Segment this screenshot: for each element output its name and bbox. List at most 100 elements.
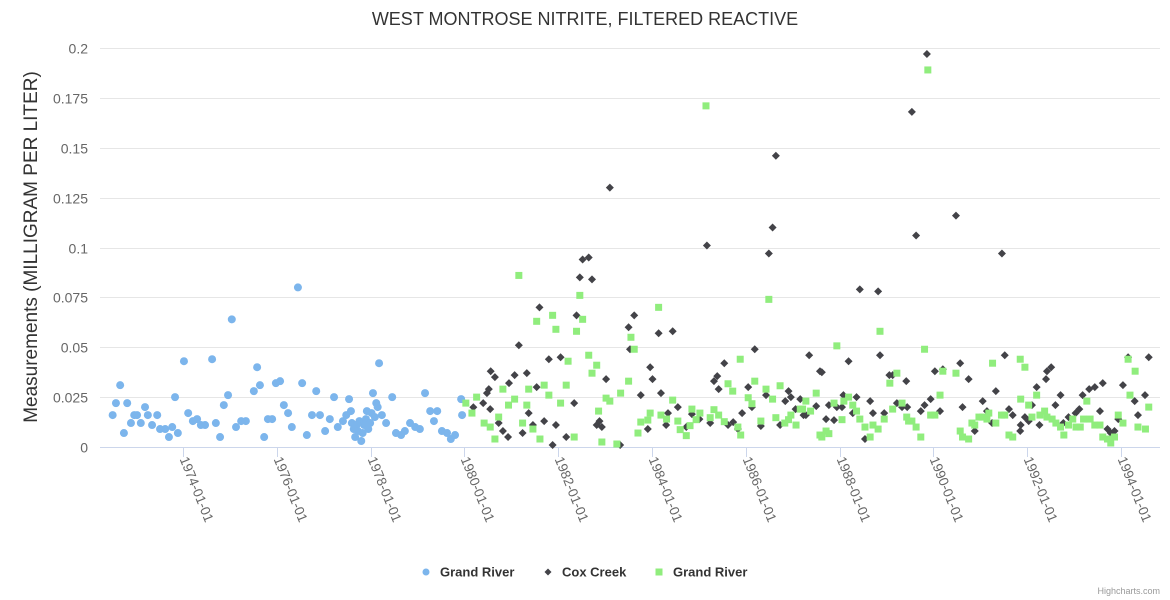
data-point[interactable]	[486, 367, 495, 376]
data-point[interactable]	[930, 367, 939, 376]
data-point[interactable]	[744, 394, 752, 402]
data-point[interactable]	[844, 357, 853, 366]
data-point[interactable]	[598, 438, 606, 446]
data-point[interactable]	[927, 411, 935, 419]
data-point[interactable]	[253, 363, 262, 372]
data-point[interactable]	[709, 377, 718, 386]
data-point[interactable]	[781, 419, 789, 427]
data-point[interactable]	[232, 423, 241, 432]
data-point[interactable]	[573, 327, 581, 335]
data-point[interactable]	[219, 401, 228, 410]
data-point[interactable]	[646, 363, 655, 372]
data-point[interactable]	[830, 416, 839, 425]
data-point[interactable]	[861, 423, 869, 431]
data-point[interactable]	[119, 429, 128, 438]
data-point[interactable]	[351, 433, 360, 442]
data-point[interactable]	[227, 315, 236, 324]
data-point[interactable]	[480, 419, 488, 427]
data-point[interactable]	[549, 311, 557, 319]
data-point[interactable]	[921, 345, 929, 353]
data-point[interactable]	[1114, 411, 1122, 419]
data-point[interactable]	[201, 421, 210, 430]
data-point[interactable]	[762, 391, 771, 400]
data-point[interactable]	[1145, 403, 1153, 411]
data-point[interactable]	[630, 311, 639, 320]
data-point[interactable]	[624, 323, 633, 332]
data-point[interactable]	[1096, 421, 1104, 429]
data-point[interactable]	[866, 433, 874, 441]
data-point[interactable]	[985, 409, 993, 417]
data-point[interactable]	[936, 391, 944, 399]
data-point[interactable]	[260, 433, 269, 442]
data-point[interactable]	[576, 291, 584, 299]
data-point[interactable]	[451, 431, 460, 440]
data-point[interactable]	[535, 303, 544, 312]
data-point[interactable]	[1001, 411, 1009, 419]
data-point[interactable]	[315, 411, 324, 420]
data-point[interactable]	[357, 437, 366, 446]
data-point[interactable]	[1060, 431, 1068, 439]
data-point[interactable]	[838, 416, 846, 424]
data-point[interactable]	[514, 341, 523, 350]
data-point[interactable]	[771, 151, 780, 160]
data-point[interactable]	[926, 395, 935, 404]
data-point[interactable]	[510, 371, 519, 380]
data-point[interactable]	[787, 411, 795, 419]
legend-item-grand-river[interactable]: Grand River	[422, 565, 515, 580]
data-point[interactable]	[595, 407, 603, 415]
data-point[interactable]	[799, 405, 807, 413]
data-point[interactable]	[515, 271, 523, 279]
data-point[interactable]	[1017, 395, 1025, 403]
data-point[interactable]	[802, 397, 810, 405]
data-point[interactable]	[564, 357, 572, 365]
data-point[interactable]	[133, 411, 142, 420]
data-point[interactable]	[388, 393, 397, 402]
data-point[interactable]	[382, 419, 391, 428]
data-point[interactable]	[688, 405, 696, 413]
data-point[interactable]	[956, 359, 965, 368]
data-point[interactable]	[370, 413, 379, 422]
data-point[interactable]	[856, 415, 864, 423]
data-point[interactable]	[532, 383, 541, 392]
data-point[interactable]	[358, 429, 367, 438]
data-point[interactable]	[443, 429, 452, 438]
data-point[interactable]	[1130, 397, 1139, 406]
data-point[interactable]	[491, 435, 499, 443]
data-point[interactable]	[916, 407, 925, 416]
data-point[interactable]	[1043, 413, 1051, 421]
data-point[interactable]	[786, 393, 795, 402]
data-point[interactable]	[764, 249, 773, 258]
data-point[interactable]	[458, 411, 467, 420]
data-point[interactable]	[1072, 423, 1080, 431]
data-point[interactable]	[662, 421, 671, 430]
data-point[interactable]	[1047, 363, 1056, 372]
data-point[interactable]	[556, 353, 565, 362]
data-point[interactable]	[1080, 415, 1088, 423]
data-point[interactable]	[241, 417, 250, 426]
data-point[interactable]	[494, 419, 503, 428]
data-point[interactable]	[1032, 383, 1041, 392]
data-point[interactable]	[415, 425, 424, 434]
data-point[interactable]	[849, 401, 857, 409]
data-point[interactable]	[613, 440, 621, 448]
data-point[interactable]	[655, 303, 663, 311]
data-point[interactable]	[141, 403, 150, 412]
data-point[interactable]	[952, 369, 960, 377]
data-point[interactable]	[1000, 351, 1009, 360]
data-point[interactable]	[876, 327, 884, 335]
data-point[interactable]	[724, 380, 732, 388]
data-point[interactable]	[1091, 421, 1099, 429]
data-point[interactable]	[1076, 423, 1084, 431]
data-point[interactable]	[346, 407, 355, 416]
data-point[interactable]	[557, 399, 565, 407]
data-point[interactable]	[762, 385, 770, 393]
data-point[interactable]	[1095, 407, 1104, 416]
data-point[interactable]	[978, 397, 987, 406]
data-point[interactable]	[648, 375, 657, 384]
data-point[interactable]	[1131, 367, 1139, 375]
data-point[interactable]	[495, 413, 503, 421]
data-point[interactable]	[1057, 423, 1065, 431]
data-point[interactable]	[293, 283, 302, 292]
data-point[interactable]	[255, 381, 264, 390]
data-point[interactable]	[710, 406, 718, 414]
